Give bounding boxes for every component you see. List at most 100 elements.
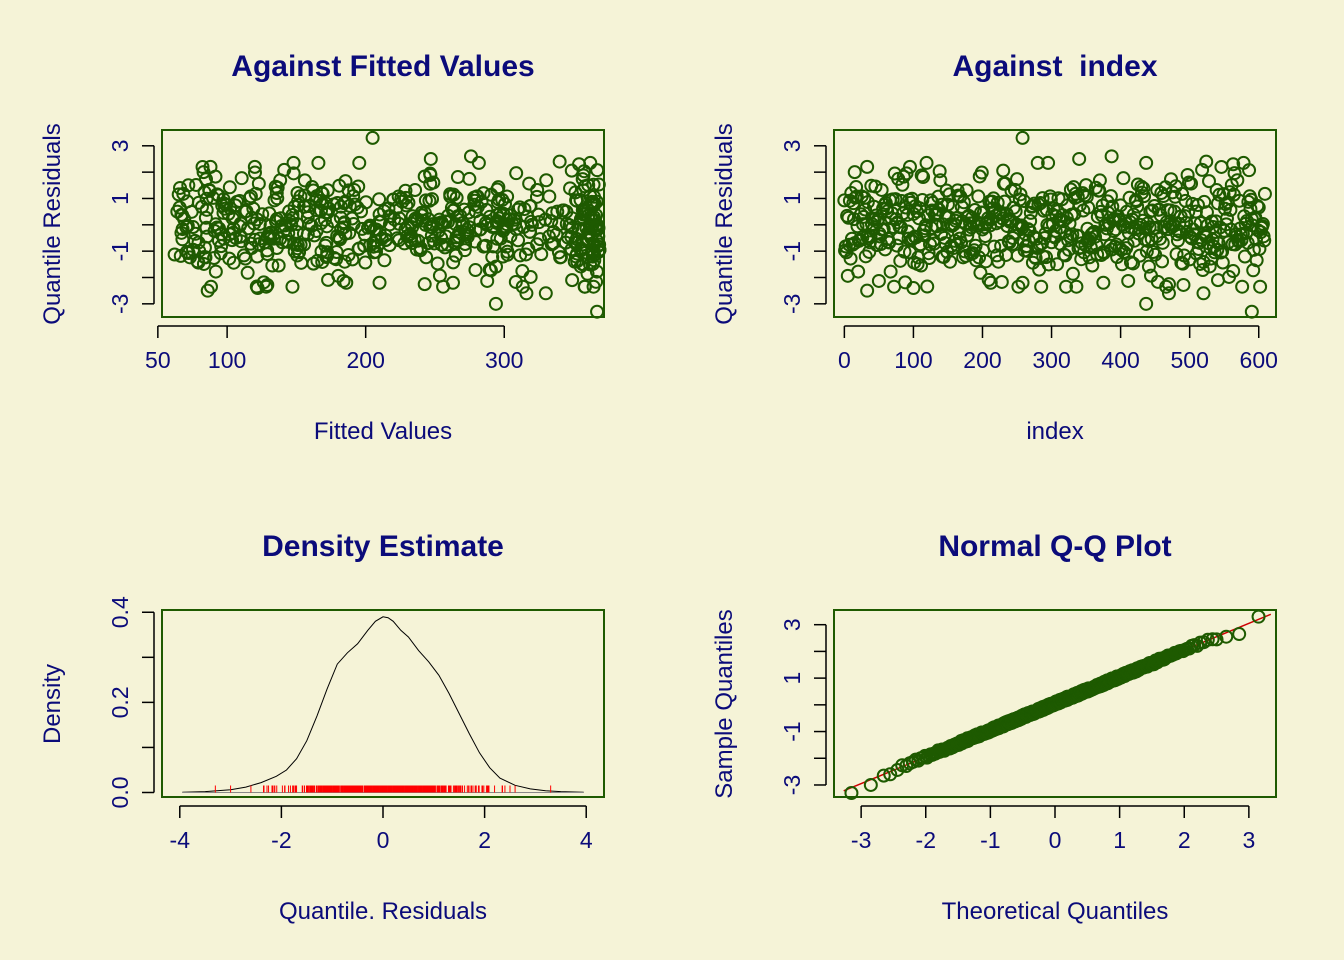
panel-density-y-axis: 0.0 0.2 0.4 bbox=[107, 596, 155, 809]
data-point bbox=[240, 265, 255, 280]
data-point bbox=[1196, 286, 1211, 301]
data-point bbox=[423, 151, 438, 166]
data-point bbox=[531, 215, 546, 230]
data-point bbox=[286, 155, 301, 170]
x-tick-label: 1 bbox=[1113, 827, 1126, 853]
data-point bbox=[445, 275, 460, 290]
data-point bbox=[983, 275, 998, 290]
data-point bbox=[455, 219, 470, 234]
data-point bbox=[463, 149, 478, 164]
panel-index-frame bbox=[833, 129, 1277, 318]
data-point bbox=[496, 223, 511, 238]
data-point bbox=[1121, 273, 1136, 288]
data-point bbox=[1130, 199, 1145, 214]
panel-fitted-points bbox=[167, 130, 607, 319]
data-point bbox=[1232, 627, 1247, 642]
data-point bbox=[841, 210, 856, 225]
data-point bbox=[207, 251, 222, 266]
data-point bbox=[1126, 256, 1141, 271]
data-point bbox=[345, 252, 360, 267]
data-point bbox=[426, 233, 441, 248]
data-point bbox=[510, 202, 525, 217]
data-point bbox=[943, 254, 958, 269]
data-point bbox=[1170, 233, 1185, 248]
data-point bbox=[386, 192, 401, 207]
data-point bbox=[990, 195, 1005, 210]
data-point bbox=[1013, 187, 1028, 202]
data-point bbox=[529, 189, 544, 204]
data-point bbox=[400, 229, 415, 244]
data-point bbox=[1184, 176, 1199, 191]
data-point bbox=[171, 187, 186, 202]
data-point bbox=[1010, 172, 1025, 187]
data-point bbox=[479, 202, 494, 217]
data-point bbox=[1250, 198, 1265, 213]
data-point bbox=[860, 283, 875, 298]
data-point bbox=[1226, 264, 1241, 279]
panel-fitted-title: Against Fitted Values bbox=[231, 50, 534, 83]
x-tick-label: 0 bbox=[377, 827, 390, 853]
data-point bbox=[180, 194, 195, 209]
data-point bbox=[590, 163, 605, 178]
data-point bbox=[476, 186, 491, 201]
panel-density-title: Density Estimate bbox=[262, 530, 504, 563]
data-point bbox=[1079, 189, 1094, 204]
data-point bbox=[847, 165, 862, 180]
data-point bbox=[974, 165, 989, 180]
x-tick-label: -4 bbox=[170, 827, 191, 853]
data-point bbox=[539, 173, 554, 188]
data-point bbox=[488, 296, 503, 311]
data-point bbox=[314, 244, 329, 259]
panel-density-ylabel: Density bbox=[39, 664, 66, 744]
data-point bbox=[281, 226, 296, 241]
density-curve bbox=[182, 616, 584, 793]
data-point bbox=[198, 210, 213, 225]
data-point bbox=[1159, 279, 1174, 294]
data-point bbox=[405, 209, 420, 224]
x-tick-label: 200 bbox=[963, 347, 1001, 373]
x-tick-label: 2 bbox=[1178, 827, 1191, 853]
data-point bbox=[1226, 157, 1241, 172]
data-point bbox=[290, 185, 305, 200]
data-point bbox=[1227, 166, 1242, 181]
data-point bbox=[216, 196, 231, 211]
data-point bbox=[1050, 257, 1065, 272]
data-point bbox=[217, 201, 232, 216]
y-tick-label: 1 bbox=[779, 672, 805, 685]
x-tick-label: 600 bbox=[1240, 347, 1278, 373]
data-point bbox=[367, 245, 382, 260]
panel-index: Against index 0 100 200 300 400 500 600 -3 -1 1 3… bbox=[711, 50, 1278, 445]
panel-fitted-y-axis: -3 -1 1 3 bbox=[107, 139, 155, 314]
data-point bbox=[1202, 259, 1217, 274]
data-point bbox=[369, 222, 384, 237]
data-point bbox=[450, 170, 465, 185]
data-point bbox=[342, 198, 357, 213]
data-point bbox=[1108, 222, 1123, 237]
data-point bbox=[572, 157, 587, 172]
data-point bbox=[446, 255, 461, 270]
data-point bbox=[468, 223, 483, 238]
x-tick-label: 4 bbox=[580, 827, 593, 853]
data-point bbox=[1137, 189, 1152, 204]
data-point bbox=[197, 249, 212, 264]
data-point bbox=[1234, 233, 1249, 248]
data-point bbox=[1195, 263, 1210, 278]
data-point bbox=[313, 203, 328, 218]
data-point bbox=[905, 191, 920, 206]
data-point bbox=[1139, 244, 1154, 259]
y-tick-label: -3 bbox=[107, 294, 133, 314]
data-point bbox=[996, 163, 1011, 178]
data-point bbox=[382, 209, 397, 224]
data-point bbox=[1096, 275, 1111, 290]
data-point bbox=[333, 232, 348, 247]
data-point bbox=[1008, 204, 1023, 219]
data-point bbox=[246, 201, 261, 216]
data-point bbox=[972, 250, 987, 265]
data-point bbox=[1081, 200, 1096, 215]
y-tick-label: 0.0 bbox=[107, 777, 133, 809]
data-point bbox=[1059, 279, 1074, 294]
data-point bbox=[1223, 202, 1238, 217]
data-point bbox=[306, 256, 321, 271]
data-point bbox=[1072, 151, 1087, 166]
data-point bbox=[265, 258, 280, 273]
